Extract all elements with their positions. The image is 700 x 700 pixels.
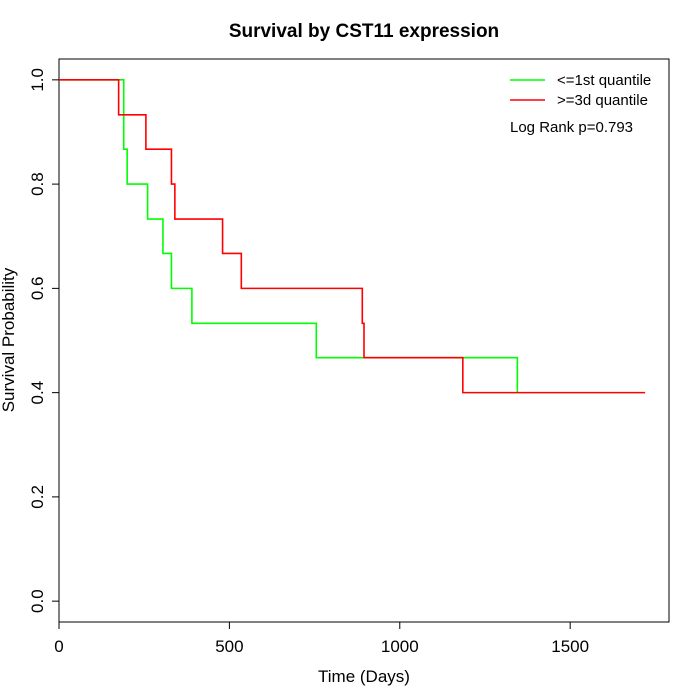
y-axis-label: Survival Probability	[0, 267, 18, 412]
y-tick-label: 0.0	[28, 589, 47, 613]
y-tick-label: 0.8	[28, 172, 47, 196]
x-tick-label: 1500	[551, 637, 589, 656]
legend-label: <=1st quantile	[557, 72, 651, 89]
x-axis-label: Time (Days)	[318, 667, 410, 686]
y-tick-label: 0.2	[28, 485, 47, 509]
legend: <=1st quantile >=3d quantile	[510, 72, 651, 109]
y-tick-label: 0.4	[28, 381, 47, 405]
x-axis: 0 500 1000 1500	[54, 621, 589, 656]
legend-label: >=3d quantile	[557, 92, 648, 109]
x-tick-label: 0	[54, 637, 63, 656]
chart-title: Survival by CST11 expression	[229, 21, 499, 42]
x-tick-label: 500	[215, 637, 243, 656]
x-tick-label: 1000	[381, 637, 419, 656]
y-axis: 0.0 0.2 0.4 0.6 0.8 1.0	[28, 68, 60, 613]
log-rank-annotation: Log Rank p=0.793	[510, 119, 633, 136]
series-layer	[59, 79, 646, 394]
survival-curve-1	[59, 79, 519, 393]
survival-curve-2	[59, 79, 646, 394]
y-tick-label: 0.6	[28, 277, 47, 301]
y-tick-label: 1.0	[28, 68, 47, 92]
